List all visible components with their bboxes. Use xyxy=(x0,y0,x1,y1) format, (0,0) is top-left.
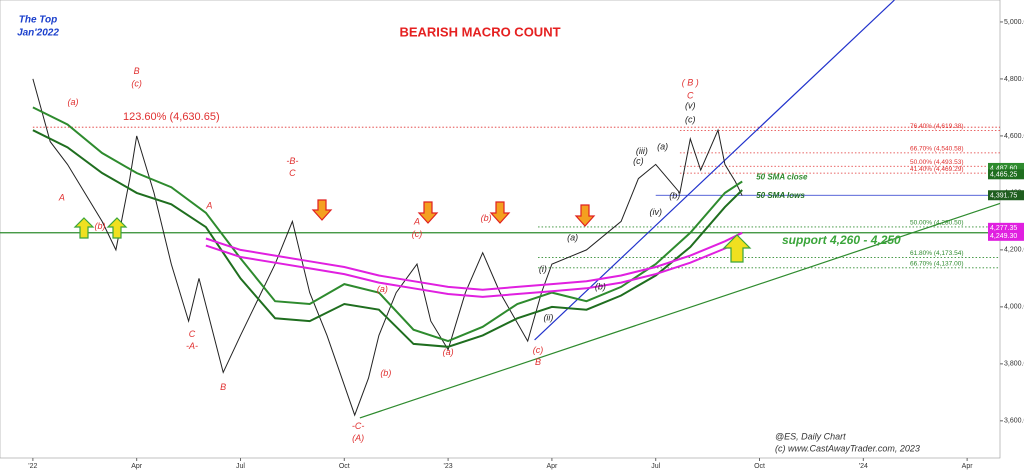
wave-label: -A- xyxy=(186,341,198,351)
wave-label: (b) xyxy=(380,368,391,378)
price-box-label: 4,277.35 xyxy=(990,225,1017,232)
wave-label: (c) xyxy=(533,345,544,355)
wave-label: (c) xyxy=(131,78,142,88)
wave-label: (v) xyxy=(685,100,696,110)
fib-label: 61.80% (4,173.54) xyxy=(910,250,963,257)
wave-label: (c) xyxy=(685,114,696,124)
fib-label: 76.40% (4,619.38) xyxy=(910,123,963,130)
wave-label: (a) xyxy=(567,232,578,242)
fib-label: 66.70% (4,137.00) xyxy=(910,261,963,268)
down-arrow xyxy=(417,201,439,224)
series-line xyxy=(32,129,743,348)
up-arrow xyxy=(722,234,752,263)
series-label: 50 SMA lows xyxy=(756,191,805,200)
wave-label: ( B ) xyxy=(682,77,699,87)
wave-label: (c) xyxy=(633,156,644,166)
price-box-label: 4,391.75 xyxy=(990,193,1017,200)
x-tick-label: '23 xyxy=(444,463,453,470)
x-tick-label: Apr xyxy=(131,463,143,470)
y-tick-label: 3,600.00 xyxy=(1004,418,1024,425)
series-line xyxy=(205,231,743,291)
marks xyxy=(0,0,1003,461)
source: @ES, Daily Chart xyxy=(775,431,846,441)
fib-label: 66.70% (4,540.58) xyxy=(910,146,963,153)
wave-label: (ii) xyxy=(543,312,553,322)
wave-label: (a) xyxy=(657,141,668,151)
wave-label: (a) xyxy=(443,347,454,357)
x-tick-label: '22 xyxy=(28,463,37,470)
x-tick-label: Jul xyxy=(236,463,245,470)
wave-label: B xyxy=(535,357,541,367)
wave-label: C xyxy=(289,168,296,178)
wave-label: (i) xyxy=(539,264,547,274)
wave-label: (b) xyxy=(595,281,606,291)
down-arrow xyxy=(311,199,333,221)
wave-label: B xyxy=(134,66,140,76)
wave-label: C xyxy=(687,90,694,100)
price-box xyxy=(988,169,1024,180)
fib-label: 50.00% (4,493.53) xyxy=(910,159,963,166)
x-tick-label: Jul xyxy=(651,463,660,470)
top-date: Jan'2022 xyxy=(17,28,59,39)
price-box xyxy=(988,230,1024,241)
x-tick-label: Oct xyxy=(754,463,765,470)
down-arrow xyxy=(489,201,511,224)
wave-label: (c) xyxy=(412,229,423,239)
x-tick-label: Apr xyxy=(546,463,558,470)
y-tick-label: 4,800.00 xyxy=(1004,76,1024,83)
fib-label: 41.40% (4,469.29) xyxy=(910,166,963,173)
wave-label: A xyxy=(413,216,420,226)
wave-label: B xyxy=(220,382,226,392)
up-arrow xyxy=(73,217,95,239)
fib-label: 123.60% (4,630.65) xyxy=(123,111,220,123)
y-tick-label: 4,000.00 xyxy=(1004,304,1024,311)
trendline xyxy=(359,202,1001,419)
wave-label: (b) xyxy=(669,190,680,200)
chart-title: BEARISH MACRO COUNT xyxy=(399,24,560,39)
price-box-label: 4,249.30 xyxy=(990,233,1017,240)
wave-label: (a) xyxy=(377,284,388,294)
wave-label: (a) xyxy=(68,97,79,107)
wave-label: (A) xyxy=(352,433,364,443)
series-line xyxy=(32,78,743,417)
plot-area xyxy=(0,0,1001,459)
wave-label: A xyxy=(205,200,212,210)
price-box-label: 4,487.60 xyxy=(990,165,1017,172)
wave-label: (b) xyxy=(481,213,492,223)
x-tick-label: '24 xyxy=(859,463,868,470)
x-tick-label: Apr xyxy=(962,463,974,470)
support-label: support 4,260 - 4,250 xyxy=(782,233,901,247)
y-tick-label: 5,000.00 xyxy=(1004,19,1024,26)
series-line xyxy=(32,106,743,343)
copyright: (c) www.CastAwayTrader.com, 2023 xyxy=(775,443,920,453)
arrows xyxy=(73,199,752,263)
y-tick-label: 4,200.00 xyxy=(1004,247,1024,254)
up-arrow xyxy=(106,217,128,239)
series-label: 50 SMA close xyxy=(756,173,808,182)
price-box xyxy=(988,190,1024,201)
wave-label: (iii) xyxy=(636,146,648,156)
y-tick-label: 4,600.00 xyxy=(1004,133,1024,140)
wave-label: -B- xyxy=(286,156,298,166)
price-box xyxy=(988,162,1024,173)
y-tick-label: 3,800.00 xyxy=(1004,361,1024,368)
wave-label: C xyxy=(189,329,196,339)
wave-label: (b) xyxy=(95,221,106,231)
top-label: The Top xyxy=(19,15,58,26)
price-box-label: 4,465.25 xyxy=(990,172,1017,179)
wave-label: (iv) xyxy=(649,207,662,217)
wave-label: -C- xyxy=(352,421,365,431)
down-arrow xyxy=(574,204,596,227)
x-tick-label: Oct xyxy=(339,463,350,470)
price-box xyxy=(988,222,1024,233)
trendline xyxy=(534,0,895,341)
series-line xyxy=(205,239,743,298)
fib-label: 50.00% (4,280.50) xyxy=(910,220,963,227)
wave-label: A xyxy=(58,192,65,202)
